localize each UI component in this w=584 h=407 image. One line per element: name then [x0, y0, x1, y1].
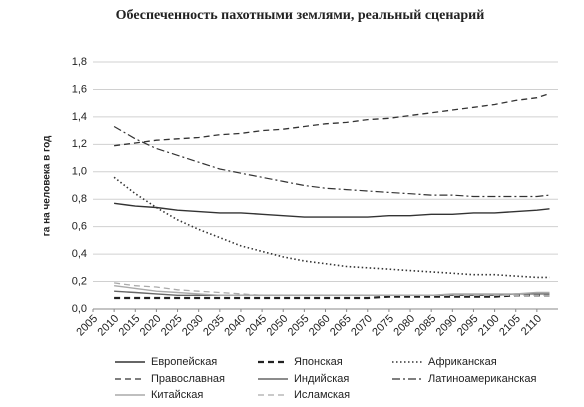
legend-label: Японская: [294, 356, 343, 368]
x-tick-label: 2035: [201, 313, 227, 339]
legend-label: Исламская: [294, 389, 350, 401]
y-tick-label: 0,6: [72, 221, 87, 233]
y-tick-label: 0,0: [72, 303, 87, 315]
y-tick-label: 1,6: [72, 83, 87, 95]
series-line: [114, 202, 550, 218]
x-tick-label: 2085: [413, 313, 439, 339]
series-line: [114, 282, 550, 296]
legend-label: Латиноамериканская: [428, 373, 536, 385]
series-line: [114, 92, 550, 147]
y-axis-label: га на человека в год: [42, 135, 53, 236]
x-tick-label: 2080: [391, 313, 417, 339]
x-tick-label: 2095: [455, 313, 481, 339]
x-tick-label: 2025: [159, 313, 185, 339]
series-line: [113, 176, 550, 279]
y-tick-label: 1,8: [72, 56, 87, 68]
legend-label: Африканская: [428, 356, 497, 368]
x-tick-label: 2050: [265, 313, 291, 339]
y-tick-label: 1,2: [72, 138, 87, 150]
x-tick-label: 2045: [243, 313, 269, 339]
x-tick-label: 2015: [117, 313, 143, 339]
x-tick-label: 2075: [370, 313, 396, 339]
y-tick-label: 1,4: [72, 111, 87, 123]
x-tick-label: 2105: [497, 313, 523, 339]
series-line: [114, 294, 550, 300]
x-tick-label: 2070: [349, 313, 375, 339]
x-tick-label: 2005: [74, 313, 100, 339]
legend-label: Китайская: [151, 389, 203, 401]
x-tick-label: 2090: [434, 313, 460, 339]
series-line: [113, 125, 550, 198]
x-tick-label: 2040: [222, 313, 248, 339]
x-tick-label: 2110: [519, 313, 544, 338]
x-tick-label: 2030: [180, 313, 206, 339]
y-tick-label: 0,2: [72, 275, 87, 287]
y-tick-label: 1,0: [72, 166, 87, 178]
y-tick-label: 0,4: [72, 248, 87, 260]
chart-title: Обеспеченность пахотными землями, реальн…: [116, 8, 485, 23]
y-tick-label: 0,8: [72, 193, 87, 205]
x-tick-label: 2020: [138, 313, 164, 339]
x-tick-label: 2065: [328, 313, 354, 339]
x-tick-label: 2055: [286, 313, 312, 339]
legend-label: Индийская: [294, 373, 349, 385]
x-tick-label: 2060: [307, 313, 333, 339]
x-tick-label: 2100: [476, 313, 502, 339]
legend-label: Православная: [151, 373, 225, 385]
x-tick-label: 2010: [96, 313, 122, 339]
legend-label: Европейская: [151, 356, 217, 368]
